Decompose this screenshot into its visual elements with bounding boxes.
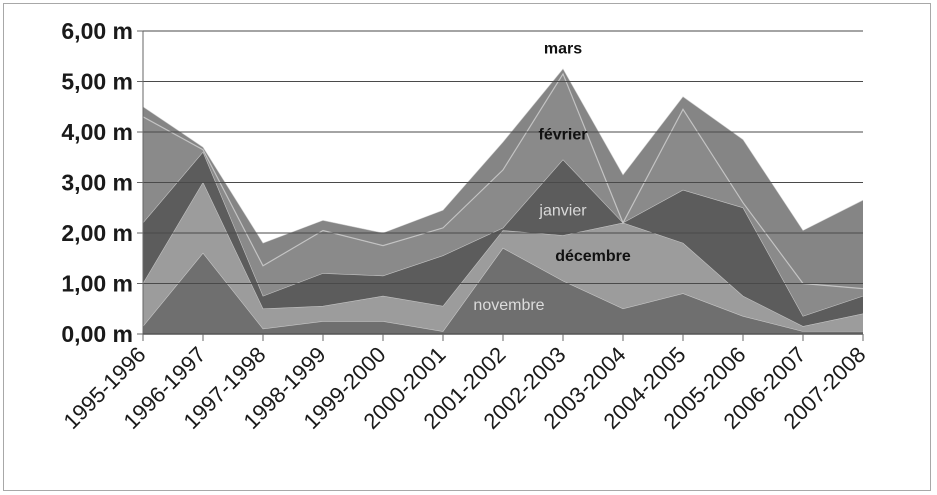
series-label-novembre: novembre xyxy=(473,297,544,314)
area-février xyxy=(143,73,863,317)
y-tick-label: 4,00 m xyxy=(61,119,133,145)
y-tick-label: 6,00 m xyxy=(61,18,133,44)
y-tick-label: 0,00 m xyxy=(61,321,133,347)
area-boundary-février xyxy=(142,72,864,290)
series-label-janvier: janvier xyxy=(538,202,587,219)
series-label-décembre: décembre xyxy=(555,248,631,265)
area-boundary-décembre xyxy=(142,181,864,327)
area-boundary-janvier xyxy=(142,151,864,317)
series-label-février: février xyxy=(539,127,588,144)
y-tick-label: 5,00 m xyxy=(61,69,133,95)
area-boundary-novembre xyxy=(142,247,863,332)
area-janvier xyxy=(143,152,863,327)
y-tick-label: 3,00 m xyxy=(61,170,133,196)
series-label-mars: mars xyxy=(544,41,582,58)
area-boundary-mars xyxy=(142,68,864,244)
area-novembre xyxy=(143,248,863,334)
y-tick-label: 2,00 m xyxy=(61,220,133,246)
y-tick-label: 1,00 m xyxy=(61,271,133,297)
